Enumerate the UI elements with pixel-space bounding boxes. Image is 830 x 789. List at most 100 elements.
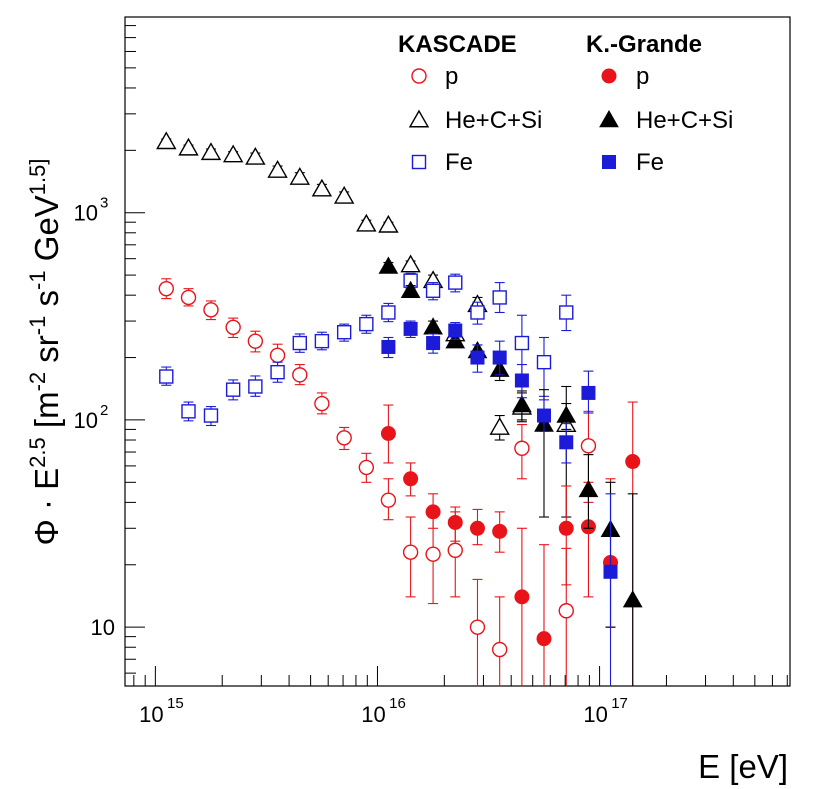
data-point [314,392,330,415]
data-point [225,317,241,339]
y-tick-label: 10 [74,408,98,433]
data-point [203,300,219,321]
data-marker [203,302,219,318]
data-marker [625,454,641,470]
data-marker [448,275,463,290]
data-point [536,336,552,397]
data-marker [492,350,507,365]
data-point [269,343,286,367]
data-point [423,317,443,335]
x-axis-title: E [eV] [698,748,788,785]
data-point [311,178,333,197]
data-marker [489,417,510,435]
data-marker [270,364,285,380]
data-point [356,213,377,232]
data-point [378,256,399,274]
data-point [292,333,307,353]
data-marker [425,283,441,298]
data-point [380,478,397,521]
data-marker [380,426,396,442]
data-point [559,423,574,464]
data-marker [403,321,418,336]
data-point [270,361,285,383]
data-marker [267,160,288,178]
data-marker [556,405,577,423]
data-marker [356,213,377,232]
data-point [536,544,552,686]
data-marker [156,131,177,150]
data-point [203,406,219,427]
data-marker [292,335,307,351]
data-point [426,333,441,354]
data-point [381,302,396,323]
data-point [622,493,643,686]
data-marker [381,305,396,320]
data-marker [558,520,574,536]
data-point [178,137,199,156]
y-tick-label: 10 [74,201,98,226]
data-marker [378,214,399,233]
data-marker [470,305,485,320]
data-marker [491,641,508,658]
x-tick-label-exponent: 16 [389,695,406,712]
data-marker [536,408,551,423]
plot-frame-group [124,16,791,687]
series-kgrande-hecsi [378,256,643,686]
data-point [400,280,421,299]
data-point [489,414,510,441]
data-point [336,323,352,342]
data-point [248,375,263,397]
data-point [447,506,463,542]
data-point [492,282,507,314]
data-point [491,596,508,686]
legend-label: He+C+Si [445,107,542,134]
legend-marker [602,155,616,169]
data-marker [289,167,311,185]
data-marker [425,504,441,520]
y-axis-title-text: Φ · E2.5​ [m-2​ sr-1​ s-1​ GeV1.5]​ [25,158,65,545]
data-marker [222,144,244,163]
data-point [292,364,308,386]
data-point [403,320,418,339]
data-marker [536,354,552,370]
data-marker [512,395,532,413]
data-marker [559,435,574,450]
y-axis-title: Φ · E2.5​ [m-2​ sr-1​ s-1​ GeV1.5]​ [25,158,65,545]
legend-marker [601,68,617,84]
x-tick-label-exponent: 15 [167,695,184,712]
data-marker [333,185,355,204]
legend-header-kascade: KASCADE [398,31,517,58]
data-point [514,527,530,686]
data-marker [514,440,530,456]
data-point [470,301,485,325]
data-marker [558,603,574,619]
x-tick-label: 10 [139,702,163,727]
legend-header-kgrande: K.-Grande [586,31,702,58]
data-marker [536,631,552,647]
data-point [181,401,196,422]
data-marker [200,142,222,161]
data-marker [245,146,266,165]
data-marker [469,619,486,635]
data-marker [470,350,485,365]
data-marker [181,404,196,419]
x-tick-label-exponent: 17 [611,695,628,712]
data-point [581,370,596,414]
data-point [559,294,574,332]
data-point [336,426,352,451]
data-point [492,340,507,376]
data-marker [358,459,375,476]
data-point [469,578,486,686]
data-point [514,423,530,480]
y-tick-label-exponent: 3 [100,195,108,212]
data-point [180,288,197,307]
data-point [333,185,355,204]
data-point [158,278,174,300]
series-kgrande-p [380,401,641,686]
data-point [556,402,577,430]
data-marker [514,373,529,388]
data-point [469,508,485,546]
axis-ticks-group [125,25,788,686]
data-point [425,516,441,605]
data-marker [559,305,574,320]
